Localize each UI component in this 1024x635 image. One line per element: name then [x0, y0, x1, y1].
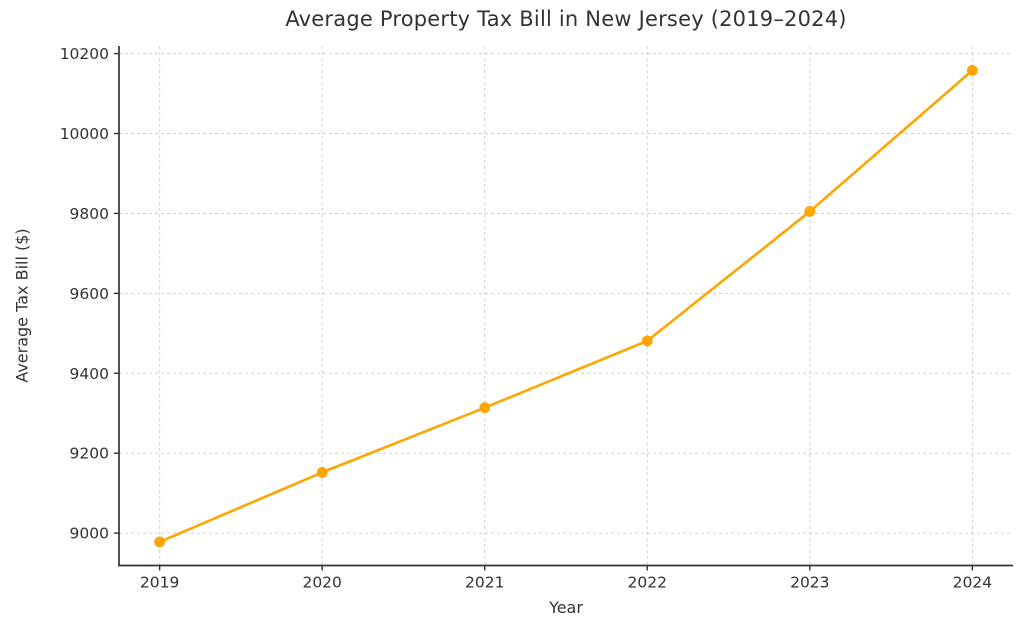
y-tick-label: 9400: [70, 365, 109, 383]
data-point: [641, 335, 653, 347]
x-tick-label: 2023: [790, 574, 829, 592]
data-point: [479, 402, 491, 414]
y-tick-label: 10000: [60, 125, 109, 143]
data-point: [804, 206, 816, 217]
x-tick-label: 2022: [628, 574, 667, 592]
data-point: [966, 64, 978, 76]
x-axis-label: Year: [549, 598, 583, 617]
y-tick-label: 9600: [70, 285, 109, 303]
data-point: [316, 466, 328, 478]
x-tick-label: 2019: [140, 574, 179, 592]
y-tick-label: 10200: [60, 45, 109, 63]
x-tick-label: 2024: [953, 574, 992, 592]
data-line: [158, 69, 974, 544]
y-tick-label: 9000: [70, 525, 109, 543]
y-tick-label: 9200: [70, 445, 109, 463]
data-point: [154, 536, 166, 548]
x-tick-label: 2020: [302, 574, 341, 592]
chart-title: Average Property Tax Bill in New Jersey …: [285, 7, 847, 31]
y-axis-label: Average Tax Bill ($): [12, 228, 32, 383]
y-tick-label: 9800: [70, 205, 109, 223]
x-tick-label: 2021: [465, 574, 504, 592]
